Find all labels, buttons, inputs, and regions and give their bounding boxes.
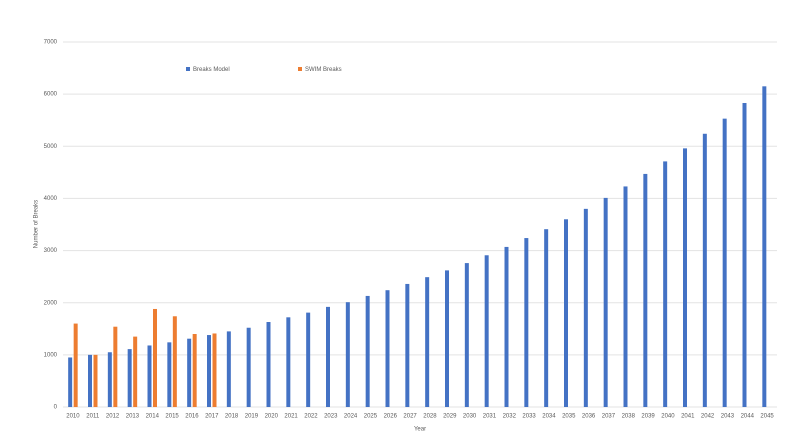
x-tick-label: 2013 xyxy=(126,414,140,420)
y-tick-label: 0 xyxy=(54,405,58,411)
bar xyxy=(107,352,112,407)
bar xyxy=(365,295,370,407)
x-tick-label: 2031 xyxy=(483,414,497,420)
bar xyxy=(167,342,172,407)
bar xyxy=(212,333,217,407)
x-tick-label: 2017 xyxy=(205,414,219,420)
bar xyxy=(544,229,549,407)
x-tick-label: 2020 xyxy=(265,414,279,420)
legend-swatch xyxy=(186,67,190,71)
x-tick-label: 2045 xyxy=(760,414,774,420)
legend-label: Breaks Model xyxy=(193,67,230,73)
legend-label: SWIM Breaks xyxy=(305,67,342,73)
bar xyxy=(484,255,489,407)
bar xyxy=(405,283,410,407)
x-tick-label: 2043 xyxy=(721,414,735,420)
x-tick-label: 2023 xyxy=(324,414,338,420)
x-tick-label: 2024 xyxy=(344,414,358,420)
legend-swatch xyxy=(298,67,302,71)
bar xyxy=(504,246,509,407)
bar xyxy=(93,354,98,407)
x-tick-label: 2035 xyxy=(562,414,576,420)
y-tick-label: 4000 xyxy=(44,196,58,202)
bar xyxy=(147,345,152,407)
bar xyxy=(153,308,157,407)
x-tick-label: 2030 xyxy=(463,414,477,420)
y-tick-label: 7000 xyxy=(44,40,58,46)
bar xyxy=(603,197,608,407)
bar xyxy=(226,331,231,407)
x-tick-label: 2015 xyxy=(165,414,179,420)
bar xyxy=(623,186,628,407)
bar xyxy=(306,312,311,407)
bar xyxy=(345,302,350,407)
x-tick-label: 2012 xyxy=(106,414,120,420)
y-axis-label: Number of Breaks xyxy=(34,200,40,248)
x-tick-label: 2016 xyxy=(185,414,199,420)
y-tick-label: 3000 xyxy=(44,248,58,254)
bar xyxy=(286,317,291,407)
x-tick-label: 2044 xyxy=(741,414,755,420)
x-tick-label: 2034 xyxy=(542,414,556,420)
bar xyxy=(564,219,568,407)
bar xyxy=(187,338,192,407)
x-tick-label: 2019 xyxy=(245,414,259,420)
bar xyxy=(742,103,747,407)
x-tick-label: 2039 xyxy=(641,414,655,420)
bar xyxy=(683,148,687,407)
bar xyxy=(326,306,330,407)
bar xyxy=(127,349,132,407)
y-tick-label: 6000 xyxy=(44,92,58,98)
x-tick-label: 2040 xyxy=(661,414,675,420)
bar xyxy=(425,277,430,407)
bar xyxy=(207,335,211,407)
y-tick-label: 2000 xyxy=(44,300,58,306)
x-tick-label: 2011 xyxy=(86,414,100,420)
bar xyxy=(722,118,727,408)
x-tick-label: 2021 xyxy=(284,414,298,420)
bar xyxy=(246,327,251,407)
x-tick-label: 2022 xyxy=(304,414,318,420)
x-tick-label: 2010 xyxy=(66,414,80,420)
bar xyxy=(445,270,449,407)
x-tick-label: 2018 xyxy=(225,414,239,420)
bar xyxy=(133,336,138,407)
x-tick-label: 2036 xyxy=(582,414,596,420)
x-tick-label: 2029 xyxy=(443,414,457,420)
x-tick-label: 2025 xyxy=(364,414,378,420)
bar xyxy=(172,316,177,407)
x-tick-label: 2041 xyxy=(681,414,695,420)
bar xyxy=(643,173,648,407)
bar xyxy=(524,238,529,407)
x-tick-label: 2032 xyxy=(503,414,517,420)
bar xyxy=(464,263,469,407)
bar xyxy=(68,357,73,407)
bar xyxy=(266,322,271,407)
bar xyxy=(702,133,707,407)
bar xyxy=(663,161,668,407)
x-tick-label: 2027 xyxy=(403,414,417,420)
x-tick-label: 2037 xyxy=(602,414,616,420)
y-tick-label: 1000 xyxy=(44,352,58,358)
x-tick-label: 2028 xyxy=(423,414,437,420)
bar xyxy=(88,354,92,407)
bar xyxy=(583,208,588,407)
bar xyxy=(385,290,390,407)
x-tick-label: 2033 xyxy=(522,414,536,420)
x-tick-label: 2038 xyxy=(622,414,636,420)
bar xyxy=(762,86,767,408)
x-tick-label: 2014 xyxy=(146,414,160,420)
bar xyxy=(192,334,197,407)
y-tick-label: 5000 xyxy=(44,144,58,150)
bar xyxy=(113,326,118,407)
x-tick-label: 2026 xyxy=(384,414,398,420)
x-axis-label: Year xyxy=(414,427,426,433)
x-tick-label: 2042 xyxy=(701,414,715,420)
bar xyxy=(73,323,78,407)
